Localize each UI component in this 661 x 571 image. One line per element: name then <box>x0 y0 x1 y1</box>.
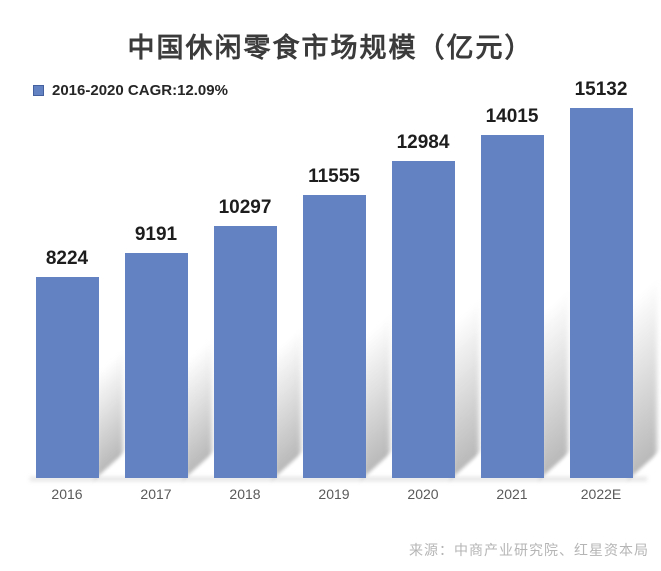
legend-label: 2016-2020 CAGR: <box>52 82 178 99</box>
bar-shadow-2018 <box>273 327 301 478</box>
bar-shadow-2016 <box>95 349 123 478</box>
bar-2016 <box>35 277 99 478</box>
bar-shadow-2020 <box>451 300 479 478</box>
x-tick-2019: 2019 <box>318 486 350 502</box>
bar-value-2018: 10297 <box>218 197 272 218</box>
x-tick-2021: 2021 <box>496 486 528 502</box>
source-note: 来源：中商产业研究院、红星资本局 <box>409 542 649 558</box>
bar-2021 <box>480 135 544 478</box>
legend-cagr-value: 12.09% <box>177 82 228 99</box>
bar-value-2016: 8224 <box>45 248 89 269</box>
bar-shadow-2019 <box>362 314 390 478</box>
x-tick-2020: 2020 <box>407 486 439 502</box>
bar-value-2020: 12984 <box>396 132 450 153</box>
x-tick-2022E: 2022E <box>580 486 622 502</box>
bar-2019 <box>302 195 366 478</box>
legend: 2016-2020 CAGR: 12.09% <box>33 82 228 99</box>
chart-title: 中国休闲零食市场规模（亿元） <box>127 33 534 63</box>
x-tick-2018: 2018 <box>229 486 261 502</box>
bar-2020 <box>391 161 455 478</box>
bar-shadow-2021 <box>540 289 568 478</box>
legend-swatch-icon <box>33 85 44 96</box>
bar-value-2021: 14015 <box>485 106 539 127</box>
bar-value-2019: 11555 <box>308 166 360 187</box>
x-tick-2017: 2017 <box>140 486 172 502</box>
bar-shadow-2022E <box>629 278 657 478</box>
baseline-shadow <box>30 477 647 481</box>
x-tick-2016: 2016 <box>51 486 83 502</box>
bar-shadow-2017 <box>184 338 212 478</box>
bar-2022E <box>569 108 633 478</box>
bar-2018 <box>213 226 277 478</box>
bar-value-2022E: 15132 <box>574 79 628 100</box>
bar-2017 <box>124 253 188 478</box>
bar-value-2017: 9191 <box>134 224 178 245</box>
